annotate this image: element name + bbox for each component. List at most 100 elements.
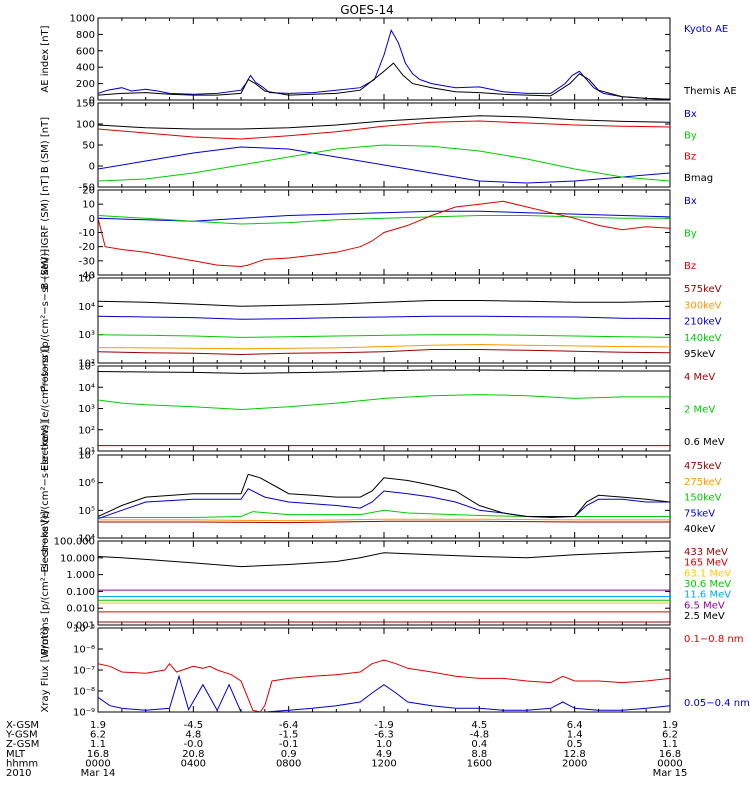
series-line-0-1-0-8-nm xyxy=(98,659,670,712)
plot-title: GOES-14 xyxy=(340,3,394,17)
footer-value: 6.4 xyxy=(567,720,583,731)
panel-5: 10¹ 10² 10³ 10⁴ 10⁵ Electrons [e/(cm²−s−sr)] 4… xyxy=(40,346,725,471)
footer-value: 1.9 xyxy=(662,720,678,731)
legend-label: 30.6 MeV xyxy=(684,579,731,590)
y-axis-label: B (SM) [nT] xyxy=(40,117,51,173)
footer-value: -0.1 xyxy=(279,739,299,750)
y-tick-label: 1000 xyxy=(70,14,95,25)
y-axis-label: AE index [nT] xyxy=(40,25,51,92)
footer-value: -0.0 xyxy=(184,739,204,750)
footer-value: -1.9 xyxy=(374,720,394,731)
footer-value: 16.8 xyxy=(659,749,681,760)
y-tick-label: 1.000 xyxy=(66,570,95,581)
y-tick-label: 10³ xyxy=(78,330,95,341)
y-tick-label: 10⁵ xyxy=(78,274,95,285)
series-line-40kev xyxy=(98,473,670,517)
footer-value: 0.5 xyxy=(567,739,583,750)
series-line-150kev xyxy=(98,509,670,518)
series-line-2-5-mev xyxy=(98,550,670,568)
footer-value: 0.9 xyxy=(281,749,297,760)
panel-6: 10⁴ 10⁵ 10⁶ 10⁷ Electrons [e/(cm²−s−sr−keV)]… xyxy=(40,420,722,572)
series-line-bz xyxy=(98,120,670,140)
legend-label: 300keV xyxy=(684,300,722,311)
y-tick-label: 0 xyxy=(89,162,95,173)
footer-value: 1.0 xyxy=(376,739,392,750)
series-line-140kev xyxy=(98,334,670,338)
series-line-2-mev xyxy=(98,394,670,411)
legend-label: 2 MeV xyxy=(684,405,715,416)
series-line-bx xyxy=(98,146,670,184)
y-tick-label: 10.000 xyxy=(60,553,95,564)
legend-label: 165 MeV xyxy=(684,558,728,569)
series-line-95kev xyxy=(98,300,670,307)
y-tick-label: 0 xyxy=(89,214,95,225)
series-line-by xyxy=(98,215,670,225)
series-line-kyoto-ae xyxy=(98,29,670,100)
legend-label: 6.5 MeV xyxy=(684,600,725,611)
series-line-themis-ae xyxy=(98,62,670,100)
footer-value: 4.8 xyxy=(185,730,201,741)
footer-value: -6.3 xyxy=(374,730,394,741)
y-tick-label: 100.000 xyxy=(54,537,95,548)
y-tick-label: 10⁻⁷ xyxy=(73,666,95,677)
y-tick-label: 10⁻⁹ xyxy=(73,708,95,719)
y-tick-label: -30 xyxy=(79,256,95,267)
legend-label: Bmag xyxy=(684,173,713,184)
footer-value: 1.1 xyxy=(662,739,678,750)
legend-label: Bz xyxy=(684,261,696,272)
series-line-bx xyxy=(98,210,670,222)
y-tick-label: 0.010 xyxy=(66,604,95,615)
legend-label: 433 MeV xyxy=(684,547,728,558)
legend-label: Bx xyxy=(684,196,697,207)
y-tick-label: 10⁵ xyxy=(78,362,95,373)
panel-frame xyxy=(97,454,671,539)
series-line-bmag xyxy=(98,115,670,130)
y-tick-label: 10¹ xyxy=(78,447,95,458)
footer-value: -1.5 xyxy=(279,730,299,741)
y-tick-label: 100 xyxy=(76,120,95,131)
y-tick-label: 20 xyxy=(82,186,95,197)
y-tick-label: 10³ xyxy=(78,404,95,415)
footer-value: 0000 xyxy=(657,758,682,769)
series-line-575kev xyxy=(98,349,670,356)
legend-label: Kyoto AE xyxy=(684,24,728,35)
footer-value: 0800 xyxy=(276,758,301,769)
legend-label: By xyxy=(684,130,697,141)
footer-value: 8.8 xyxy=(471,749,487,760)
panel-2: -50 0 50 100 150 B (SM) [nT] Bx By Bz Bmag xyxy=(40,99,713,194)
footer-value: 4.5 xyxy=(471,720,487,731)
legend-label: 0.1−0.8 nm xyxy=(684,634,743,645)
panel-1: 0 200 400 600 800 1000 AE index [nT] Kyoto AE Th… xyxy=(40,14,737,107)
legend-label: Bz xyxy=(684,152,696,163)
y-tick-label: 200 xyxy=(76,79,95,90)
y-tick-label: -10 xyxy=(79,228,95,239)
y-tick-label: 10⁻⁸ xyxy=(73,687,95,698)
y-tick-label: -50 xyxy=(79,183,95,194)
panel-frame xyxy=(97,17,671,101)
panel-8: 10⁻⁹ 10⁻⁸ 10⁻⁷ 10⁻⁶ 10⁻⁵ Xray Flux [W/m²] 0.1−… xyxy=(40,624,750,719)
y-tick-label: 10⁴ xyxy=(78,302,95,313)
legend-label: 575keV xyxy=(684,284,722,295)
y-tick-label: 10⁵ xyxy=(78,506,95,517)
footer-row-label: Y-GSM xyxy=(5,730,38,741)
y-tick-label: 800 xyxy=(76,30,95,41)
legend-label: 11.6 MeV xyxy=(684,590,731,601)
series-line-75kev xyxy=(98,488,670,520)
y-tick-label: 10⁻⁶ xyxy=(73,645,95,656)
legend-label: 40keV xyxy=(684,524,715,535)
legend-label: 63.1 MeV xyxy=(684,568,731,579)
legend-label: 75keV xyxy=(684,508,715,519)
panel-4: 10² 10³ 10⁴ 10⁵ Protons [p/(cm²−s−sr−keV)] 57… xyxy=(40,249,722,392)
legend-label: By xyxy=(684,229,697,240)
footer-value: -4.8 xyxy=(470,730,490,741)
legend-label: 210keV xyxy=(684,317,722,328)
footer-value: 0.4 xyxy=(471,739,487,750)
footer: X-GSMY-GSMZ-GSMMLThhmm20101.96.21.116.80… xyxy=(5,720,687,779)
legend-label: 4 MeV xyxy=(684,372,715,383)
footer-value: 1600 xyxy=(467,758,492,769)
legend-label: 0.05−0.4 nm xyxy=(684,698,750,709)
footer-value: -6.4 xyxy=(279,720,299,731)
y-axis-label: B (SM)−IGRF (SM) [nT] xyxy=(40,175,51,289)
y-tick-label: 10⁴ xyxy=(78,383,95,394)
legend-label: 475keV xyxy=(684,461,722,472)
